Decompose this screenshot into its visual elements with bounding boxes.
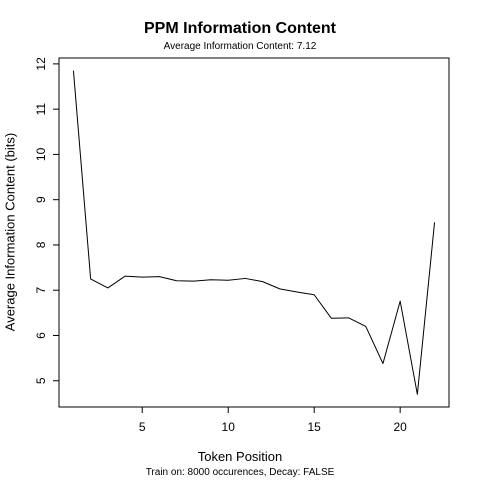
chart-caption: Train on: 8000 occurences, Decay: FALSE: [145, 467, 335, 478]
y-tick-label: 5: [34, 377, 48, 384]
chart-title: PPM Information Content: [144, 20, 336, 37]
x-tick-label: 10: [222, 420, 236, 434]
y-tick-label: 10: [34, 147, 48, 161]
y-tick-label: 8: [34, 241, 48, 248]
y-tick-label: 6: [34, 332, 48, 339]
plot-frame: [58, 57, 450, 408]
x-tick-label: 20: [393, 420, 407, 434]
y-tick-label: 12: [34, 57, 48, 71]
y-tick-label: 11: [34, 103, 48, 116]
y-tick-label: 7: [34, 287, 48, 294]
y-tick-label: 9: [34, 196, 48, 203]
data-line-series: [72, 70, 436, 395]
x-tick-label: 5: [139, 420, 146, 434]
x-axis-label: Token Position: [197, 449, 283, 464]
x-tick-label: 15: [308, 420, 322, 434]
chart-subtitle: Average Information Content: 7.12: [163, 41, 317, 52]
